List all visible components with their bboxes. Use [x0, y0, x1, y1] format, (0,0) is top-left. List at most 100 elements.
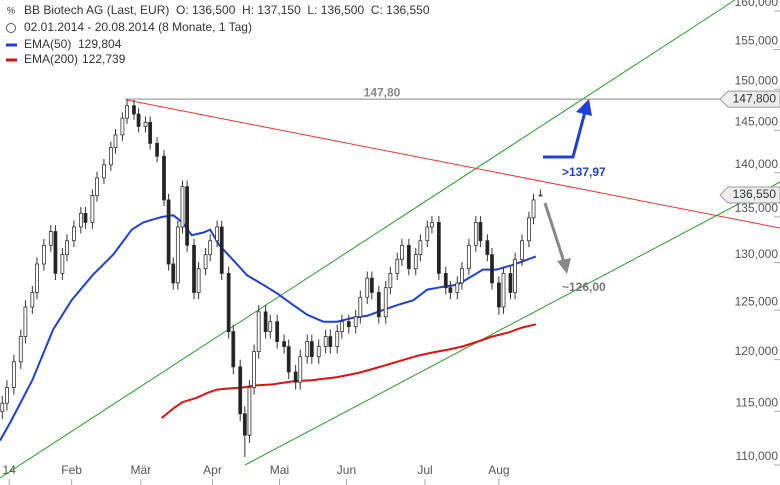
- candle-body: [113, 134, 118, 149]
- ema-line: [161, 323, 537, 419]
- candle-body: [120, 117, 125, 136]
- candle-body: [238, 366, 243, 415]
- candle-body: [443, 273, 448, 289]
- candle-body: [376, 292, 381, 318]
- candle-body: [353, 316, 358, 328]
- candle-body: [369, 277, 374, 293]
- legend-value: 129,804: [78, 37, 122, 51]
- candle-body: [72, 226, 76, 242]
- candle-body: [102, 164, 106, 179]
- candle-body: [520, 240, 524, 260]
- candle-body: [531, 199, 536, 219]
- candle-body: [125, 105, 129, 119]
- candle-body: [48, 231, 53, 246]
- annotation: >137,97: [562, 165, 606, 179]
- y-tick-label: 145,000: [735, 114, 779, 128]
- candle-body: [430, 222, 434, 228]
- candle-body: [406, 244, 411, 270]
- down-arrow-head: [557, 258, 571, 274]
- candle-body: [298, 356, 303, 383]
- y-tick-label: 110,000: [736, 449, 779, 463]
- candle-body: [448, 287, 453, 293]
- x-tick-label: Mär: [131, 463, 152, 477]
- candle-body: [425, 226, 430, 242]
- candle-body: [5, 387, 9, 404]
- x-tick-label: 14: [3, 463, 17, 477]
- candle-body: [466, 244, 471, 270]
- ema-line: [0, 214, 537, 442]
- channel-upper: [0, 0, 736, 479]
- candle-body: [286, 346, 291, 373]
- candle-body: [399, 244, 404, 260]
- candle-body: [383, 287, 388, 318]
- x-tick-label: Jul: [417, 463, 432, 477]
- candle-body: [388, 273, 393, 289]
- candle-body: [256, 311, 261, 353]
- candle-body: [309, 341, 314, 358]
- candle-body: [485, 240, 490, 256]
- subtitle: 02.01.2014 - 20.08.2014 (8 Monate, 1 Tag…: [24, 20, 252, 34]
- candle-body: [90, 195, 95, 223]
- candle-body: [203, 254, 208, 270]
- x-tick-label: Mai: [270, 463, 289, 477]
- candle-body: [473, 222, 478, 246]
- candle-body: [166, 199, 171, 265]
- candle-body: [143, 121, 148, 127]
- up-arrow-head: [576, 99, 592, 116]
- icon: %: [7, 5, 15, 15]
- candle-body: [41, 244, 46, 265]
- ohlc-text: O: 136,500 H: 137,150 L: 136,500 C: 136,…: [176, 3, 430, 17]
- x-tick-label: Apr: [203, 463, 222, 477]
- level-label: 147,80: [364, 85, 401, 99]
- y-tick-label: 125,000: [735, 294, 779, 308]
- candle-body: [136, 113, 141, 127]
- candle-body: [83, 212, 88, 223]
- candle-body: [11, 361, 16, 388]
- y-tick-label: 150,000: [735, 73, 779, 87]
- clock-icon: [6, 23, 16, 33]
- y-tick-label: 120,000: [735, 344, 779, 358]
- x-tick-label: Jun: [337, 463, 356, 477]
- up-arrow: [543, 107, 588, 159]
- candle-body: [132, 105, 136, 115]
- candle-body: [275, 321, 280, 342]
- x-tick-label: Aug: [488, 463, 509, 477]
- candle-body: [219, 226, 224, 274]
- candle-body: [418, 240, 423, 256]
- price-tag-label: 136,550: [733, 187, 777, 201]
- y-tick-label: 115,000: [736, 395, 779, 409]
- candle-body: [316, 346, 321, 358]
- down-arrow: [543, 202, 566, 263]
- candle-body: [18, 336, 23, 363]
- price-tag: [719, 186, 780, 204]
- candle-body: [365, 277, 370, 298]
- candle-body: [538, 194, 543, 197]
- candle-body: [508, 273, 513, 293]
- candle-body: [323, 336, 328, 347]
- y-tick-label: 160,000: [735, 0, 779, 9]
- candle-body: [268, 321, 273, 332]
- candle-body: [460, 268, 464, 284]
- candle-body: [335, 331, 340, 347]
- candle-body: [252, 351, 256, 388]
- candle-body: [247, 387, 252, 436]
- candle-body: [60, 254, 65, 274]
- candle-body: [162, 155, 166, 201]
- candle-body: [30, 292, 35, 308]
- legend-label: EMA(200): [24, 52, 78, 66]
- resistance-trend: [126, 99, 780, 229]
- candle-body: [263, 311, 268, 332]
- legend-label: EMA(50): [24, 37, 71, 51]
- candle-body: [513, 258, 517, 293]
- x-tick-label: Feb: [61, 463, 82, 477]
- candle-body: [171, 263, 176, 284]
- candle-body: [180, 186, 185, 228]
- level-tag: [719, 90, 780, 108]
- candle-body: [339, 321, 344, 332]
- y-tick-label: 155,000: [735, 34, 779, 48]
- candle-body: [282, 341, 286, 347]
- candle-body: [192, 244, 196, 293]
- candle-body: [23, 306, 28, 337]
